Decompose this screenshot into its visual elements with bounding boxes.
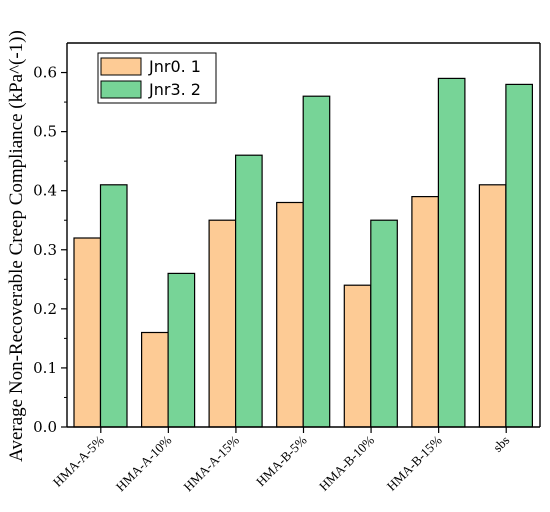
bar-HMA-A-15%-series-1 (208, 219, 237, 428)
y-tick-label: 0.3 (33, 241, 57, 259)
x-tick-label: HMA-A-15% (180, 432, 242, 494)
x-tick-label: HMA-B-15% (384, 432, 445, 493)
y-tick-label: 0.1 (33, 359, 57, 377)
legend: Jnr0. 1 Jnr3. 2 (97, 52, 217, 104)
y-tick-label: 0.4 (33, 182, 57, 200)
y-tick-label: 0.6 (33, 64, 57, 82)
bar-sbs-series-2 (505, 83, 533, 428)
bar-HMA-B-10%-series-2 (370, 219, 398, 428)
x-tick-label: HMA-A-5% (50, 432, 107, 489)
legend-label: Jnr3. 2 (148, 80, 201, 99)
bar-HMA-A-10%-series-2 (167, 272, 196, 428)
bar-HMA-B-5%-series-1 (276, 201, 304, 428)
bar-sbs-series-1 (478, 184, 507, 428)
x-tick-label: sbs (490, 433, 512, 455)
bar-HMA-A-5%-series-2 (99, 184, 128, 428)
x-tick-label: HMA-A-10% (113, 432, 175, 494)
y-tick-label: 0.5 (33, 123, 57, 141)
y-axis-title: Average Non-Recoverable Creep Compliance… (6, 30, 27, 462)
bar-HMA-B-15%-series-2 (437, 77, 466, 428)
bar-HMA-A-10%-series-1 (141, 331, 169, 428)
bar-HMA-B-15%-series-1 (411, 196, 439, 428)
x-tick-label: HMA-B-5% (253, 432, 310, 489)
y-tick-label: 0.2 (33, 300, 57, 318)
bar-HMA-A-15%-series-2 (235, 154, 263, 428)
x-tick-label: HMA-B-10% (316, 432, 377, 493)
bars-layer (73, 77, 533, 428)
bar-HMA-B-5%-series-2 (302, 95, 331, 428)
legend-label: Jnr0. 1 (148, 57, 201, 76)
legend-swatch (100, 57, 142, 76)
y-tick-label: 0.0 (33, 418, 57, 436)
bar-HMA-A-5%-series-1 (73, 237, 102, 428)
bar-HMA-B-10%-series-1 (343, 284, 372, 428)
legend-swatch (100, 80, 142, 99)
